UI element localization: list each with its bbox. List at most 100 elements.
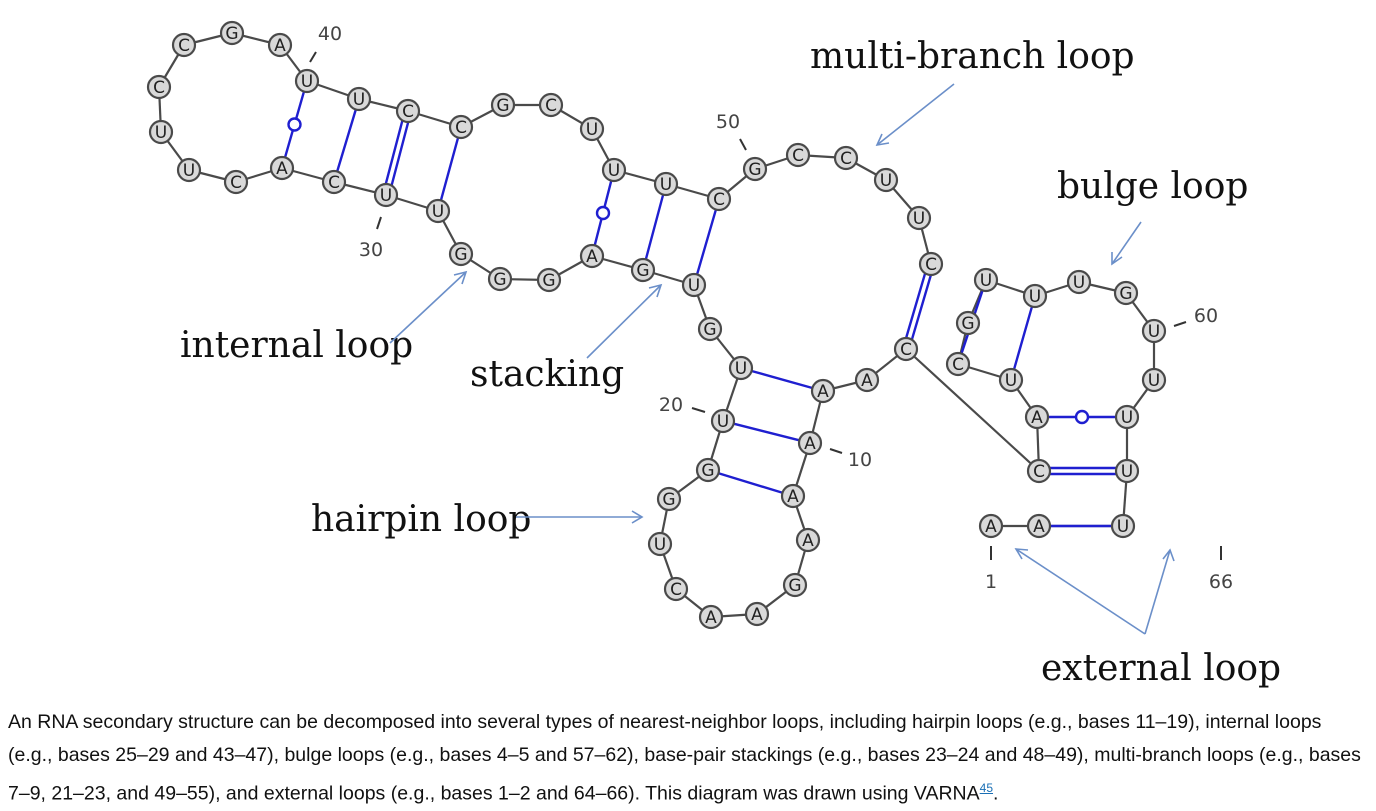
nucleotide-letter: U	[432, 202, 444, 222]
nucleotide-60: G	[742, 156, 768, 182]
watson-crick-pair	[336, 109, 357, 172]
nucleotide-circle	[538, 92, 564, 118]
nucleotide-9: U	[1066, 269, 1092, 295]
nucleotide-circle	[697, 316, 723, 342]
nucleotide-letter: U	[1073, 273, 1085, 293]
nucleotide-circle	[579, 116, 605, 142]
nucleotide-letter: G	[1119, 284, 1132, 304]
nucleotide-letter: U	[980, 271, 992, 291]
nucleotide-circle	[742, 156, 768, 182]
reference-link-45[interactable]: 45	[979, 781, 994, 795]
nucleotide-26: C	[663, 576, 689, 602]
position-label-50: 50	[716, 111, 740, 133]
nucleotide-letter: G	[493, 270, 506, 290]
nucleotide-34: G	[630, 257, 656, 283]
gc-pair-line	[905, 273, 927, 338]
wobble-pair-marker	[1074, 409, 1090, 425]
nucleotide-18: A	[854, 367, 880, 393]
nucleotide-letter: A	[787, 487, 799, 507]
nucleotide-35: A	[579, 243, 605, 269]
nucleotide-circle	[448, 114, 474, 140]
arrow-hairpin-loop	[516, 510, 644, 524]
nucleotide-51: U	[346, 86, 372, 112]
nucleotide-letter: C	[792, 146, 804, 166]
nucleotide-43: C	[223, 169, 249, 195]
nucleotide-letter: A	[802, 531, 814, 551]
nucleotide-52: C	[395, 98, 421, 124]
position-tick	[1173, 321, 1187, 327]
label-multi-branch-loop: multi-branch loop	[810, 36, 1135, 77]
nucleotide-circle	[219, 20, 245, 46]
position-tick	[739, 138, 747, 151]
nucleotide-46: C	[146, 74, 172, 100]
nucleotide-65: C	[918, 251, 944, 277]
nucleotide-circle	[171, 32, 197, 58]
nucleotide-circle	[487, 266, 513, 292]
label-hairpin-loop: hairpin loop	[311, 499, 531, 540]
nucleotide-49: A	[267, 32, 293, 58]
nucleotide-15: A	[1024, 404, 1050, 430]
nucleotide-letter: U	[155, 123, 167, 143]
position-tick	[829, 448, 843, 454]
nucleotide-circle	[706, 186, 732, 212]
nucleotide-circle	[973, 267, 999, 293]
nucleotide-letter: U	[735, 359, 747, 379]
nucleotide-letter: C	[952, 355, 964, 375]
nucleotide-6: U	[1141, 367, 1167, 393]
label-bulge-loop: bulge loop	[1057, 166, 1248, 207]
label-internal-loop: internal loop	[180, 325, 413, 366]
nucleotide-5: U	[1114, 404, 1140, 430]
nucleotide-48: G	[219, 20, 245, 46]
nucleotide-circle	[744, 601, 770, 627]
arrow-external-loop-left	[1014, 548, 1146, 635]
nucleotide-letter: G	[636, 261, 649, 281]
rna-secondary-structure-diagram: A A UUUUUGUUUGCUACCAAAAAGAACUGGUUGUGAGGGUU…	[146, 20, 1281, 689]
nucleotide-letter: A	[274, 36, 286, 56]
nucleotide-circle	[395, 98, 421, 124]
nucleotide-54: G	[490, 92, 516, 118]
nucleotide-letter: C	[925, 255, 937, 275]
nucleotide-41: C	[321, 169, 347, 195]
nucleotide-letter: U	[1121, 408, 1133, 428]
nucleotide-letter: G	[748, 160, 761, 180]
nucleotide-letter: G	[788, 576, 801, 596]
nucleotide-59: C	[706, 186, 732, 212]
nucleotide-57: U	[601, 157, 627, 183]
nucleotide-12: G	[955, 310, 981, 336]
wobble-pair-marker	[595, 205, 611, 221]
nucleotide-19: A	[810, 378, 836, 404]
nucleotide-letter: A	[705, 608, 717, 628]
nucleotide-letter: U	[608, 161, 620, 181]
nucleotide-circle	[267, 32, 293, 58]
nucleotide-17: C	[893, 336, 919, 362]
nucleotide-circle	[998, 367, 1024, 393]
nucleotide-circle	[978, 513, 1004, 539]
nucleotide-circle	[1026, 458, 1052, 484]
nucleotide-63: U	[873, 167, 899, 193]
position-tick	[309, 51, 317, 63]
nucleotide-letter: U	[913, 209, 925, 229]
nucleotide-letter: A	[586, 247, 598, 267]
watson-crick-pair	[751, 369, 813, 390]
arrow-external-loop-right	[1144, 548, 1175, 635]
nucleotide-circle	[579, 243, 605, 269]
nucleotide-circle	[795, 527, 821, 553]
nucleotide-circle	[373, 182, 399, 208]
nucleotide-letter: U	[1148, 371, 1160, 391]
nucleotide-circle	[490, 92, 516, 118]
backbone-segment	[905, 348, 1040, 472]
nucleotide-circle	[782, 572, 808, 598]
nucleotide-letter: U	[586, 120, 598, 140]
nucleotide-circle	[945, 351, 971, 377]
nucleotide-letter: U	[1005, 371, 1017, 391]
nucleotide-circle	[810, 378, 836, 404]
nucleotide-letter: A	[985, 517, 997, 537]
position-label-10: 10	[848, 449, 872, 471]
nucleotide-30: U	[710, 408, 736, 434]
nucleotide-circle	[1113, 280, 1139, 306]
nucleotide-33: U	[681, 272, 707, 298]
nucleotide-circle	[681, 272, 707, 298]
nucleotide-circle	[873, 167, 899, 193]
nucleotide-61: C	[785, 142, 811, 168]
nucleotide-1: A	[978, 513, 1004, 539]
